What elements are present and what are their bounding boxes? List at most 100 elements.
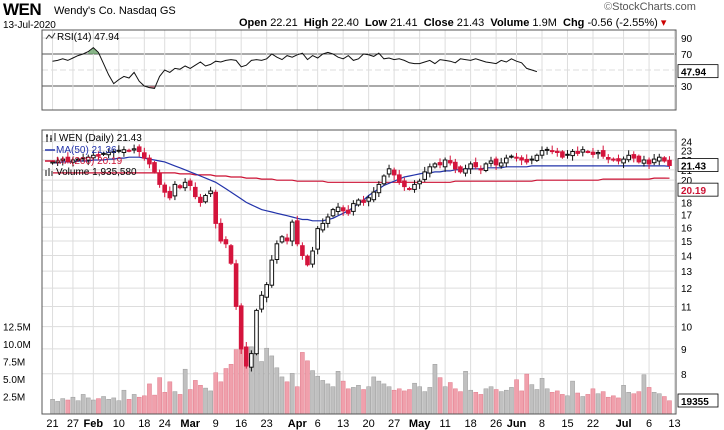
x-tick-label: 8: [539, 418, 545, 430]
price-tick-label: 15: [681, 237, 693, 248]
price-grid: [42, 30, 676, 414]
volume-bars: [50, 326, 672, 415]
high-label: High: [303, 17, 329, 29]
volume-bar: [223, 368, 229, 415]
volume-value: 1.9M: [532, 17, 557, 29]
candle-body: [514, 156, 519, 159]
volume-bar: [534, 389, 540, 415]
close-label: Close: [423, 17, 454, 29]
volume-bar: [116, 400, 122, 415]
candle-body: [498, 162, 504, 167]
x-tick-label: 11: [439, 418, 450, 430]
x-tick-label: Jun: [507, 418, 527, 430]
axis-labels: 3050709089101112131415161718192021222324…: [3, 34, 693, 430]
candle-body: [116, 149, 122, 152]
volume-bar: [529, 384, 535, 415]
volume-legend-icon: [45, 168, 53, 176]
candle-body: [172, 183, 178, 197]
volume-bar: [340, 380, 346, 415]
volume-bar: [203, 387, 208, 415]
candle-body: [636, 155, 642, 163]
candle-body: [641, 159, 647, 164]
volume-bar: [667, 400, 672, 415]
volume-bar: [320, 380, 326, 415]
close-value: 21.43: [456, 17, 485, 29]
stockcharts-logo[interactable]: ©StockCharts.com: [604, 1, 696, 13]
volume-last-badge-box: [677, 393, 719, 408]
candle-body: [493, 158, 499, 166]
volume-bar: [575, 392, 580, 415]
volume-bar: [442, 386, 448, 415]
volume-tick-label: 12.5M: [3, 323, 31, 334]
volume-bar: [432, 364, 438, 415]
candle-body: [524, 158, 530, 163]
candle-body: [96, 154, 101, 157]
candle-body: [177, 185, 183, 189]
price-tick-label: 18: [681, 198, 693, 209]
legends: RSI(14) 47.94 WEN (Daily) 21.43 MA(50) 2…: [45, 32, 142, 178]
quote-summary: Open 22.21 High 22.40 Low 21.41 Close 21…: [239, 16, 666, 29]
rsi-tick-label: 30: [681, 82, 693, 93]
candle-body: [279, 236, 285, 243]
volume-bar: [259, 361, 264, 415]
volume-bar: [208, 390, 213, 415]
volume-bar: [218, 381, 224, 415]
rsi-overbought-fill: [88, 47, 99, 54]
price-tick-label: 14: [681, 252, 693, 263]
volume-bar: [182, 368, 188, 415]
volume-bar: [386, 386, 392, 415]
x-tick-label: 21: [46, 418, 58, 430]
candle-body: [264, 284, 269, 298]
change-value: -0.56 (-2.55%): [587, 17, 658, 29]
price-tick-label: 16: [681, 223, 693, 234]
volume-bar: [228, 364, 234, 415]
candle-body: [289, 221, 295, 242]
candle-body: [595, 152, 601, 155]
candle-body: [381, 175, 387, 185]
candle-body: [315, 228, 320, 250]
candle-body: [142, 152, 147, 159]
volume-bar: [315, 375, 320, 415]
volume-bar: [514, 379, 519, 415]
candle-body: [391, 169, 397, 176]
x-tick-label: 16: [235, 418, 247, 430]
x-tick-label: 22: [587, 418, 599, 430]
x-tick-label: Apr: [288, 418, 308, 430]
volume-bar: [580, 396, 586, 415]
candle-body: [427, 166, 433, 174]
low-label: Low: [365, 17, 388, 29]
candle-body: [590, 151, 596, 155]
x-tick-label: 26: [490, 418, 502, 430]
candle-body: [534, 154, 540, 161]
volume-bar: [417, 386, 422, 415]
candle-body: [340, 207, 346, 212]
volume-bar: [468, 389, 473, 415]
ma200-line: [52, 172, 670, 183]
volume-bar: [152, 394, 157, 415]
ma200-last-badge: 20.19: [681, 186, 706, 197]
volume-bar: [427, 387, 433, 415]
candle-body: [417, 180, 422, 185]
volume-bar: [305, 360, 310, 415]
candle-body: [585, 151, 591, 153]
volume-bar: [636, 391, 642, 415]
candle-body: [75, 158, 81, 161]
candle-body: [509, 155, 514, 158]
moving-averages: [52, 156, 670, 222]
volume-bar: [162, 392, 168, 415]
volume-bar: [590, 388, 596, 415]
price-tick-label: 17: [681, 210, 693, 221]
volume-bar: [539, 378, 545, 415]
candle-body: [244, 346, 249, 367]
x-tick-label: 20: [363, 418, 375, 430]
candle-body: [346, 209, 351, 214]
volume-bar: [111, 397, 117, 415]
volume-bar: [473, 392, 479, 415]
candle-body: [131, 148, 137, 151]
price-tick-label: 20: [681, 176, 693, 187]
candle-body: [616, 158, 621, 162]
candle-body: [335, 206, 341, 212]
x-tick-label: 18: [464, 418, 476, 430]
volume-bar: [60, 398, 66, 415]
candle-body: [453, 161, 458, 170]
